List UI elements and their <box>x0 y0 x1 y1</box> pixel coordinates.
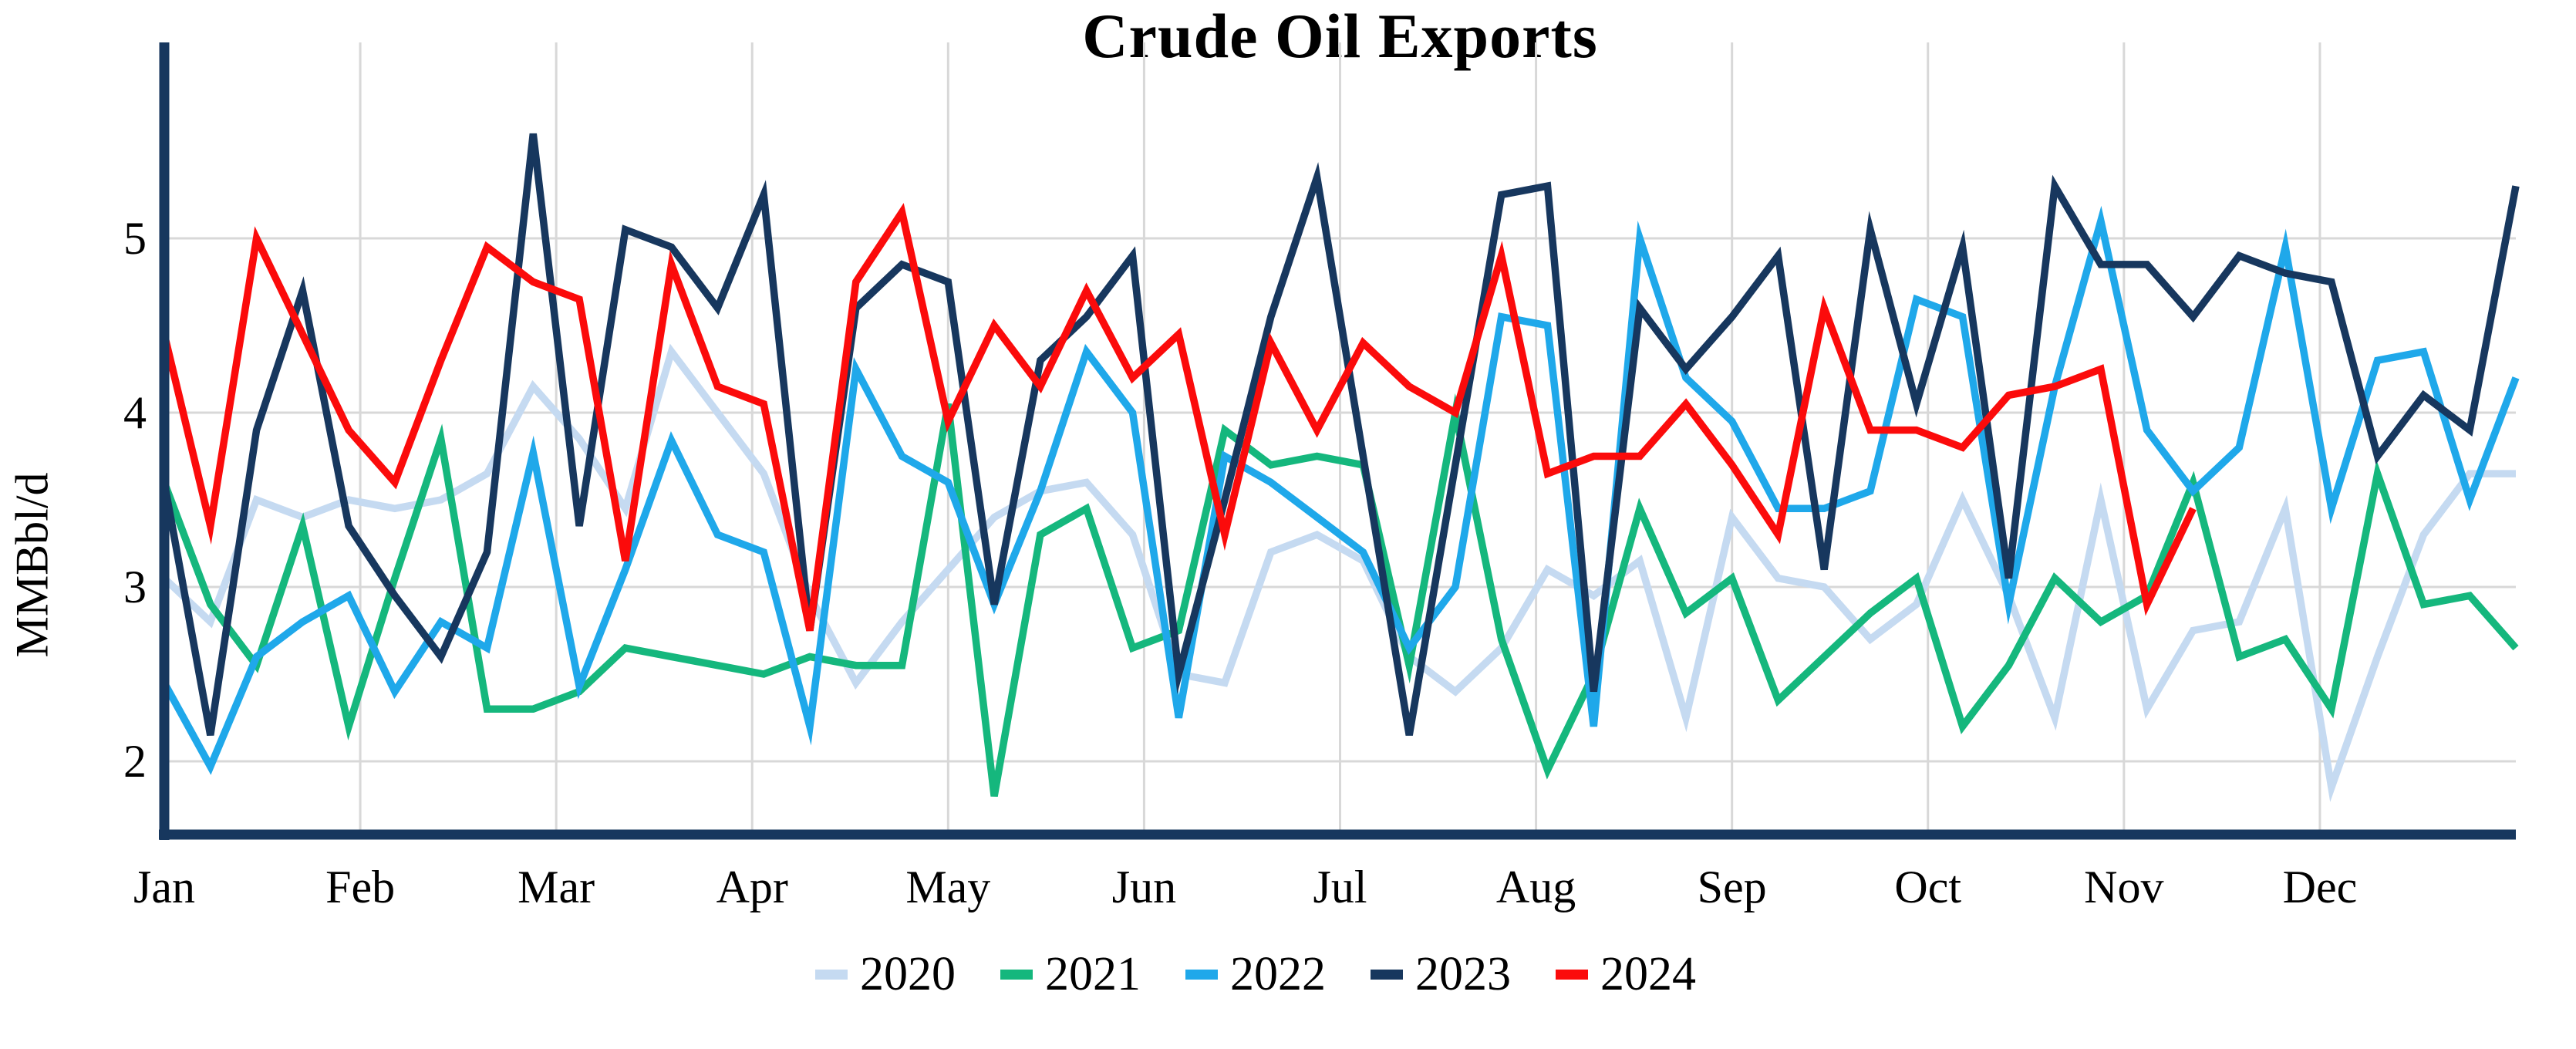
x-tick-label-dec: Dec <box>2282 862 2358 912</box>
x-tick-label-jan: Jan <box>133 862 195 912</box>
legend-item-2020: 2020 <box>815 950 956 998</box>
x-tick-label-may: May <box>905 862 991 912</box>
x-tick-label-oct: Oct <box>1894 862 1962 912</box>
legend-swatch-2020 <box>815 969 848 980</box>
series-line-2023 <box>160 133 2520 736</box>
series-line-2021 <box>160 393 2519 798</box>
series-line-2020 <box>161 343 2516 802</box>
x-tick-label-aug: Aug <box>1495 862 1576 912</box>
legend: 2020 2021 2022 2023 2024 <box>815 950 1696 998</box>
x-tick-label-apr: Apr <box>716 862 788 912</box>
legend-item-2023: 2023 <box>1371 950 1511 998</box>
x-tick-label-mar: Mar <box>518 862 595 912</box>
legend-label-2022: 2022 <box>1230 948 1326 1000</box>
legend-label-2023: 2023 <box>1415 948 1511 1000</box>
y-tick-label-3: 3 <box>123 562 147 612</box>
x-tick-label-sep: Sep <box>1697 862 1767 912</box>
legend-swatch-2023 <box>1371 969 1403 980</box>
legend-label-2021: 2021 <box>1045 948 1141 1000</box>
legend-item-2021: 2021 <box>1000 950 1141 998</box>
x-tick-label-feb: Feb <box>325 862 396 912</box>
legend-swatch-2024 <box>1556 969 1588 980</box>
legend-item-2024: 2024 <box>1556 950 1696 998</box>
legend-item-2022: 2022 <box>1185 950 1326 998</box>
x-tick-label-nov: Nov <box>2084 862 2164 912</box>
legend-label-2024: 2024 <box>1600 948 1696 1000</box>
x-tick-label-jun: Jun <box>1111 862 1177 912</box>
series-line-2024 <box>160 203 2197 632</box>
legend-swatch-2022 <box>1185 969 1218 980</box>
y-tick-label-5: 5 <box>123 213 147 264</box>
x-tick-label-jul: Jul <box>1313 862 1367 912</box>
y-tick-label-4: 4 <box>123 387 147 438</box>
legend-swatch-2021 <box>1000 969 1033 980</box>
y-tick-label-2: 2 <box>123 736 147 787</box>
series-line-2022 <box>160 205 2520 775</box>
legend-label-2020: 2020 <box>860 948 956 1000</box>
